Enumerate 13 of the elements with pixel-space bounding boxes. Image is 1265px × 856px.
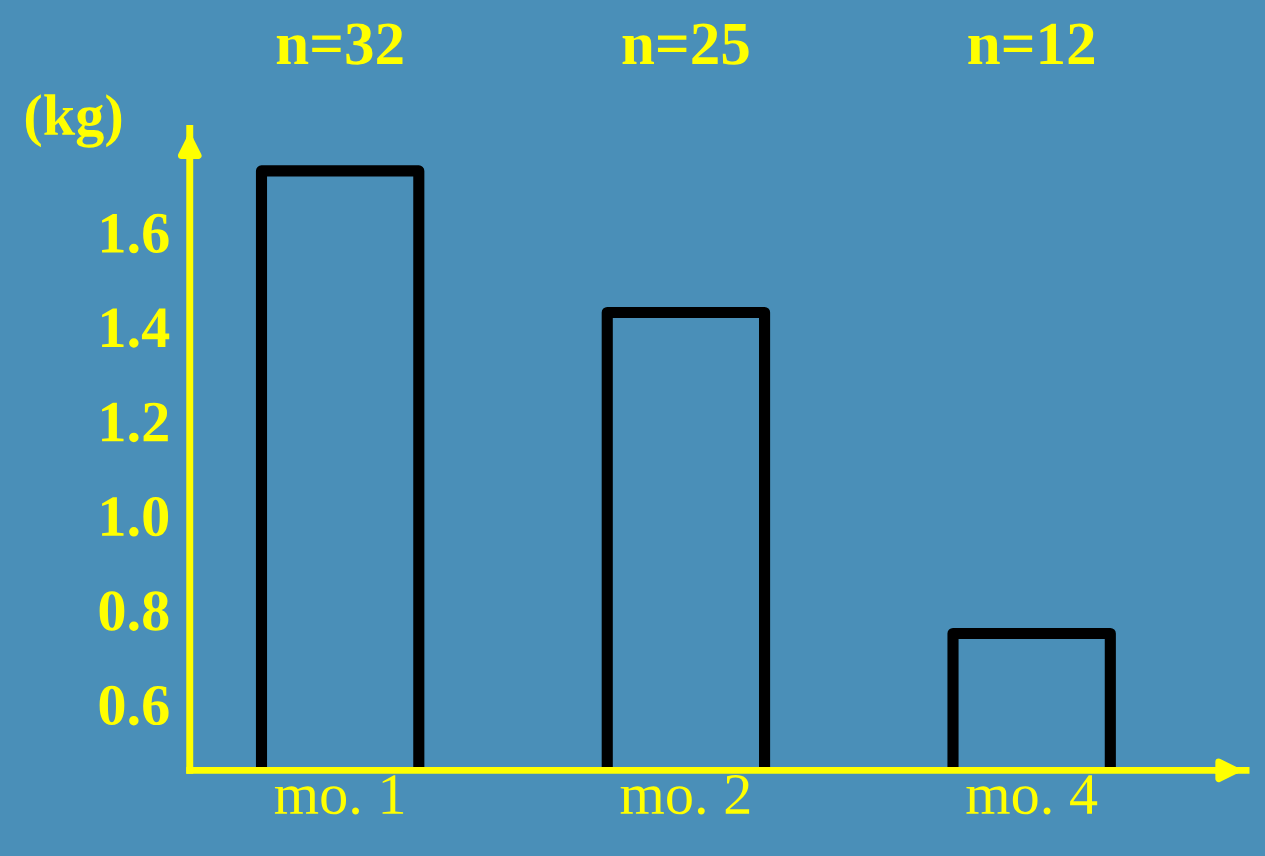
y-tick-label: 1.6: [102, 213, 169, 254]
x-tick-label: mo. 4: [966, 775, 1098, 815]
text: n=32: [276, 23, 403, 65]
y-axis-title: (kg): [25, 94, 122, 148]
y-tick-label: 1.4: [102, 308, 170, 348]
y-tick-label: 0.8: [99, 591, 169, 631]
text: n=12: [968, 23, 1094, 65]
y-tick-label: 1.0: [102, 496, 169, 537]
y-tick-label: 1.2: [102, 402, 168, 443]
text: n=25: [622, 23, 749, 65]
x-tick-label: mo. 2: [620, 775, 750, 815]
x-tick-label: mo. 1: [274, 775, 404, 815]
y-tick-label: 0.6: [99, 685, 169, 726]
